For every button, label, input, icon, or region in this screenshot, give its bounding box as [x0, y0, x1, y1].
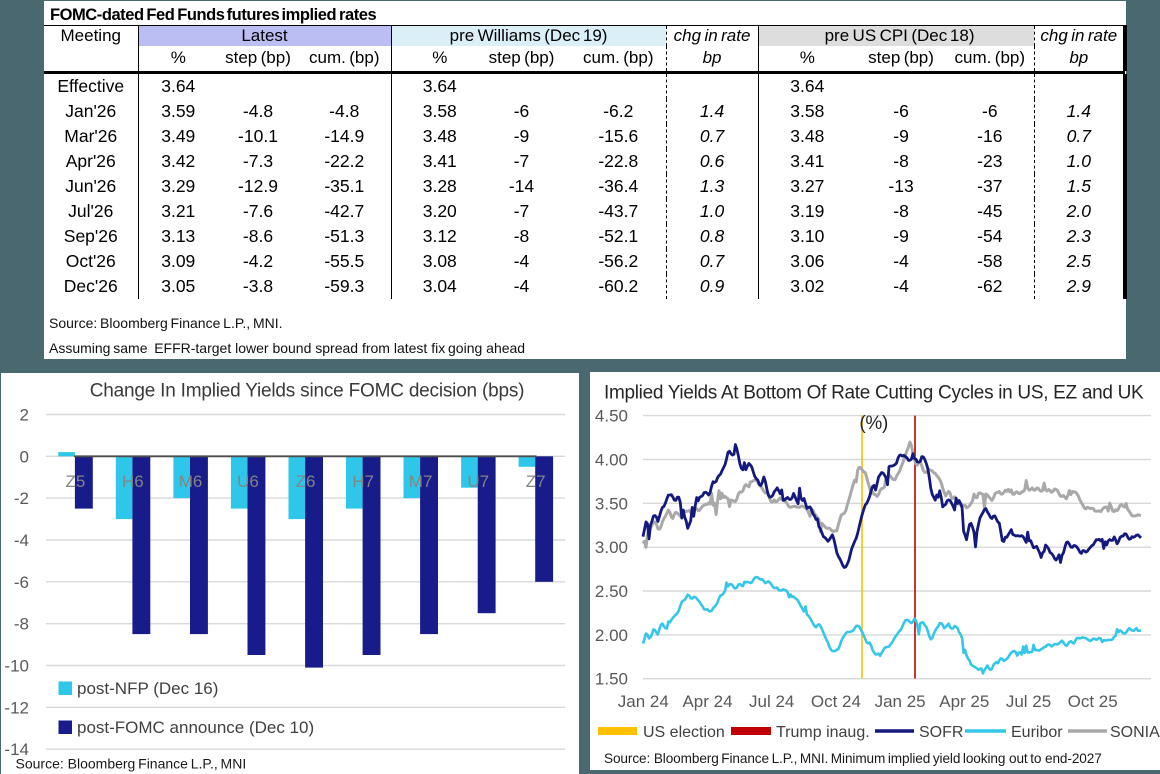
- svg-text:-2: -2: [14, 489, 29, 508]
- svg-text:-12: -12: [4, 698, 29, 717]
- svg-text:4.00: 4.00: [595, 451, 628, 470]
- svg-text:Jul 24: Jul 24: [749, 692, 794, 711]
- svg-text:H7: H7: [352, 472, 374, 491]
- svg-text:2.00: 2.00: [595, 626, 628, 645]
- svg-text:0: 0: [20, 447, 29, 466]
- svg-text:Z5: Z5: [65, 472, 85, 491]
- svg-text:Trump inaug.: Trump inaug.: [776, 724, 870, 741]
- svg-text:Euribor: Euribor: [1011, 724, 1063, 741]
- svg-text:-4: -4: [14, 531, 29, 550]
- svg-text:3.00: 3.00: [595, 538, 628, 557]
- svg-text:-14: -14: [4, 740, 29, 759]
- svg-text:Z6: Z6: [296, 472, 316, 491]
- svg-text:-8: -8: [14, 615, 29, 634]
- svg-text:2.50: 2.50: [595, 582, 628, 601]
- svg-text:1.50: 1.50: [595, 670, 628, 689]
- svg-text:Oct 25: Oct 25: [1068, 692, 1118, 711]
- svg-text:Apr 25: Apr 25: [939, 692, 989, 711]
- svg-text:2: 2: [20, 406, 29, 425]
- svg-text:M7: M7: [409, 472, 433, 491]
- svg-text:Source: Bloomberg Finance L.P.: Source: Bloomberg Finance L.P., MNI. Min…: [604, 751, 1102, 766]
- svg-text:Implied Yields At Bottom Of Ra: Implied Yields At Bottom Of Rate Cutting…: [604, 383, 1144, 404]
- svg-text:Jan 25: Jan 25: [875, 692, 926, 711]
- svg-text:-6: -6: [14, 573, 29, 592]
- svg-text:Jan 24: Jan 24: [618, 692, 669, 711]
- svg-text:(%): (%): [859, 413, 888, 434]
- svg-text:U7: U7: [467, 472, 489, 491]
- svg-text:Change In Implied Yields since: Change In Implied Yields since FOMC deci…: [90, 381, 525, 402]
- svg-text:3.50: 3.50: [595, 494, 628, 513]
- svg-text:SONIA: SONIA: [1110, 724, 1160, 741]
- svg-text:Source: Bloomberg Finance L.P.: Source: Bloomberg Finance L.P., MNI: [16, 756, 247, 772]
- svg-text:Z7: Z7: [526, 472, 546, 491]
- svg-text:Oct 24: Oct 24: [811, 692, 861, 711]
- svg-text:Apr 24: Apr 24: [682, 692, 732, 711]
- svg-text:H6: H6: [122, 472, 144, 491]
- svg-text:SOFR: SOFR: [919, 724, 963, 741]
- svg-text:4.50: 4.50: [595, 407, 628, 426]
- svg-text:post-NFP (Dec 16): post-NFP (Dec 16): [77, 679, 218, 698]
- svg-text:-10: -10: [4, 657, 29, 676]
- svg-text:US election: US election: [643, 724, 725, 741]
- svg-text:post-FOMC announce (Dec 10): post-FOMC announce (Dec 10): [77, 718, 314, 737]
- svg-text:U6: U6: [237, 472, 259, 491]
- svg-text:Jul 25: Jul 25: [1006, 692, 1051, 711]
- svg-text:M6: M6: [179, 472, 203, 491]
